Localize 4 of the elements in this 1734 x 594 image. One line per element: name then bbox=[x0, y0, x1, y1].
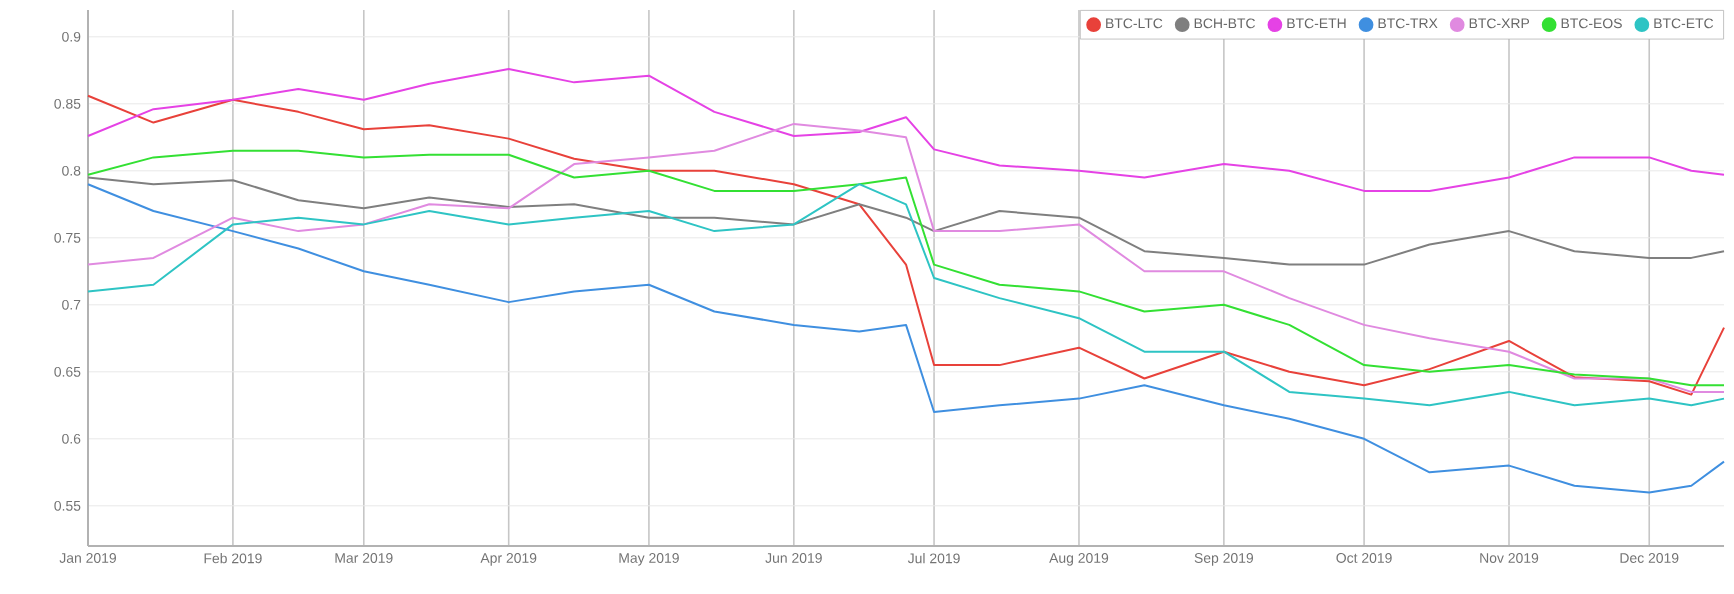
line-series bbox=[87, 183, 1726, 407]
line-series bbox=[87, 67, 1726, 192]
line-series bbox=[87, 183, 1726, 494]
line-series bbox=[87, 176, 1726, 266]
